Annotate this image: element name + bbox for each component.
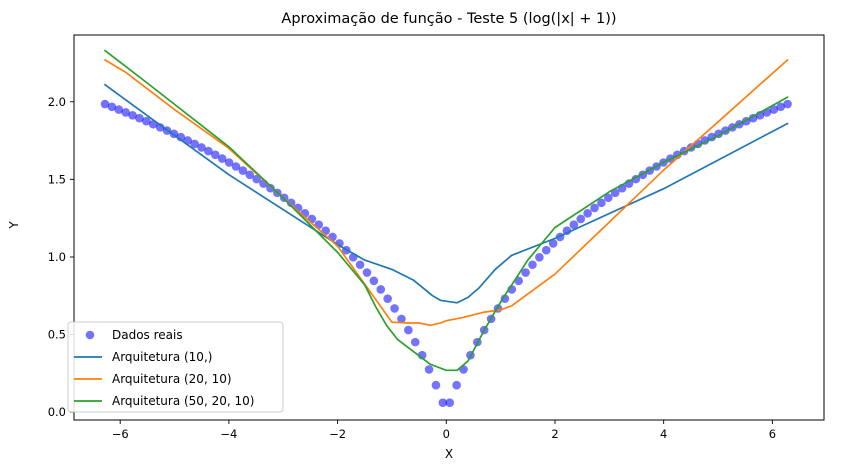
scatter-point [776, 102, 785, 112]
scatter-point [369, 276, 379, 286]
legend-label: Dados reais [112, 328, 183, 342]
scatter-point [142, 116, 151, 126]
scatter-point [769, 105, 779, 114]
scatter-point [548, 239, 558, 248]
scatter-point [528, 260, 537, 270]
scatter-point [211, 150, 220, 160]
scatter-point [355, 260, 365, 270]
scatter-point [307, 214, 317, 224]
x-axis: −6 −4 −2 0 2 4 6 [112, 420, 776, 441]
scatter-point [128, 110, 137, 120]
scatter-point [521, 268, 530, 277]
scatter-point [431, 380, 441, 390]
scatter-point [783, 99, 792, 109]
scatter-point [107, 102, 117, 112]
scatter-point [604, 193, 613, 203]
legend-label: Arquitetura (20, 10) [112, 372, 232, 386]
axes-frame [73, 34, 825, 421]
y-axis: 0.0 0.5 1.0 1.5 2.0 [48, 95, 74, 419]
scatter-point [204, 146, 213, 156]
scatter-point [397, 314, 406, 324]
x-tick-label: 6 [769, 427, 776, 441]
plot-area [100, 49, 792, 407]
scatter-point [535, 253, 544, 262]
x-tick-label: −6 [112, 427, 129, 441]
scatter-point [541, 245, 551, 255]
scatter-point [569, 220, 579, 229]
legend-label: Arquitetura (10,) [112, 350, 212, 364]
scatter-point [121, 108, 130, 117]
x-tick-label: −4 [220, 427, 237, 441]
scatter-point [404, 325, 413, 335]
scatter-point [252, 174, 261, 184]
scatter-point [362, 268, 372, 277]
chart-title: Aproximação de função - Teste 5 (log(|x|… [281, 11, 616, 27]
scatter-point [245, 170, 255, 180]
scatter-point [597, 198, 606, 208]
scatter-point [217, 154, 227, 163]
scatter-point [114, 105, 124, 114]
scatter-point [452, 380, 461, 390]
scatter-point [390, 304, 399, 313]
scatter-point [190, 139, 199, 149]
series-line-1 [104, 83, 789, 304]
scatter-point [135, 113, 144, 123]
series-line-3 [104, 49, 789, 372]
y-axis-label: Y [7, 221, 21, 230]
scatter-point [410, 337, 420, 347]
scatter-point [590, 203, 599, 213]
y-tick-label: 1.0 [48, 250, 66, 264]
x-axis-label: X [445, 447, 453, 461]
y-tick-label: 2.0 [48, 95, 66, 109]
y-tick-label: 0.0 [48, 405, 66, 419]
scatter-point [231, 162, 241, 171]
y-tick-label: 0.5 [48, 328, 66, 342]
x-tick-label: 4 [660, 427, 667, 441]
scatter-point [266, 183, 275, 193]
scatter-point [238, 166, 248, 175]
series-line-2 [104, 58, 789, 327]
x-tick-label: −2 [329, 427, 346, 441]
scatter-point [438, 398, 448, 407]
scatter-point [155, 123, 165, 132]
scatter-point [197, 143, 206, 152]
scatter-point [376, 285, 386, 294]
legend-box [67, 321, 284, 413]
x-tick-label: 2 [551, 427, 558, 441]
legend-label: Arquitetura (50, 20, 10) [112, 394, 254, 408]
y-tick-label: 1.5 [48, 172, 66, 186]
scatter-point [100, 99, 110, 109]
scatter-point [424, 365, 434, 374]
scatter-point [224, 158, 234, 167]
legend: Dados reais Arquitetura (10,) Arquitetura … [67, 321, 284, 413]
scatter-point [500, 294, 510, 303]
scatter-point [576, 214, 586, 224]
scatter-point [445, 398, 455, 407]
scatter-point [583, 209, 592, 218]
x-tick-label: 0 [443, 427, 450, 441]
legend-marker-scatter [85, 330, 95, 340]
scatter-point [383, 294, 392, 303]
